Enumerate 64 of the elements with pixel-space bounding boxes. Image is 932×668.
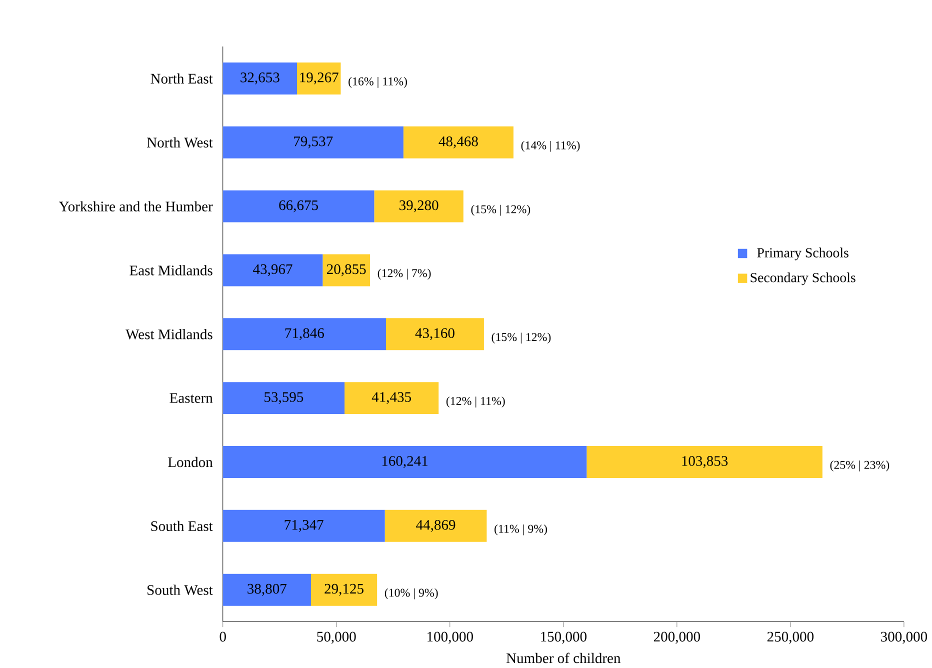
x-tick-label: 250,000 xyxy=(767,632,814,644)
bar xyxy=(222,446,587,478)
x-tick-label: 150,000 xyxy=(541,632,586,644)
annotation: (16% | 11%) xyxy=(348,77,407,88)
x-axis-title: Number of children xyxy=(506,652,621,664)
bar xyxy=(222,62,297,95)
x-tick-label: 50,000 xyxy=(317,632,356,644)
legend-label: Secondary Schools xyxy=(750,272,856,286)
annotation: (12% | 7%) xyxy=(378,269,431,280)
data-label: 29,125 xyxy=(324,584,364,596)
data-label: 38,807 xyxy=(248,584,286,596)
y-tick-label: South East xyxy=(151,521,213,532)
data-label: 43,160 xyxy=(415,328,454,340)
bar xyxy=(386,318,484,350)
bar xyxy=(384,510,487,542)
x-tick-label: 200,000 xyxy=(654,632,700,644)
annotation: (15% | 12%) xyxy=(471,205,530,216)
data-label: 48,468 xyxy=(438,136,478,149)
legend-label: Primary Schools xyxy=(757,248,848,261)
y-tick-label: West Midlands xyxy=(126,329,212,340)
data-label: 71,846 xyxy=(285,328,324,340)
annotation: (15% | 12%) xyxy=(492,332,551,344)
y-tick-label: Yorkshire and the Humber xyxy=(58,201,213,212)
bar xyxy=(586,446,822,478)
bar xyxy=(374,190,464,223)
data-label: 20,855 xyxy=(326,264,366,276)
data-label: 71,347 xyxy=(284,520,324,532)
data-label: 32,653 xyxy=(240,72,280,85)
bar xyxy=(403,126,514,159)
bar xyxy=(222,574,311,606)
bar xyxy=(344,382,439,414)
bar xyxy=(222,382,345,414)
data-label: 19,267 xyxy=(300,72,338,85)
data-label: 44,869 xyxy=(416,520,456,532)
bar xyxy=(222,254,323,286)
x-tick-label: 100,000 xyxy=(428,632,473,644)
x-tick-label: 0 xyxy=(220,632,226,642)
y-tick-label: North West xyxy=(147,137,213,148)
data-label: 66,675 xyxy=(279,200,318,212)
bar xyxy=(222,190,374,223)
annotation: (14% | 11%) xyxy=(521,141,580,152)
annotation: (10% | 9%) xyxy=(384,588,438,600)
annotation: (25% | 23%) xyxy=(830,460,890,472)
y-tick-label: Eastern xyxy=(170,393,213,404)
y-tick-label: North East xyxy=(150,74,213,84)
annotation: (11% | 9%) xyxy=(494,524,547,536)
bar xyxy=(296,62,341,95)
bar xyxy=(310,574,378,606)
x-tick-label: 300,000 xyxy=(881,632,928,644)
bar xyxy=(222,318,386,350)
bar xyxy=(222,126,404,159)
data-label: 79,537 xyxy=(294,136,333,149)
data-label: 39,280 xyxy=(400,200,438,212)
bar xyxy=(222,510,385,542)
data-label: 41,435 xyxy=(372,392,411,404)
y-tick-label: London xyxy=(168,457,213,468)
y-tick-label: South West xyxy=(148,584,213,596)
bar xyxy=(322,254,370,286)
data-label: 160,241 xyxy=(382,456,428,468)
annotation: (12% | 11%) xyxy=(446,396,505,408)
data-label: 53,595 xyxy=(264,392,304,404)
data-label: 43,967 xyxy=(253,264,292,276)
y-tick-label: East Midlands xyxy=(130,265,212,276)
data-label: 103,853 xyxy=(682,456,728,468)
